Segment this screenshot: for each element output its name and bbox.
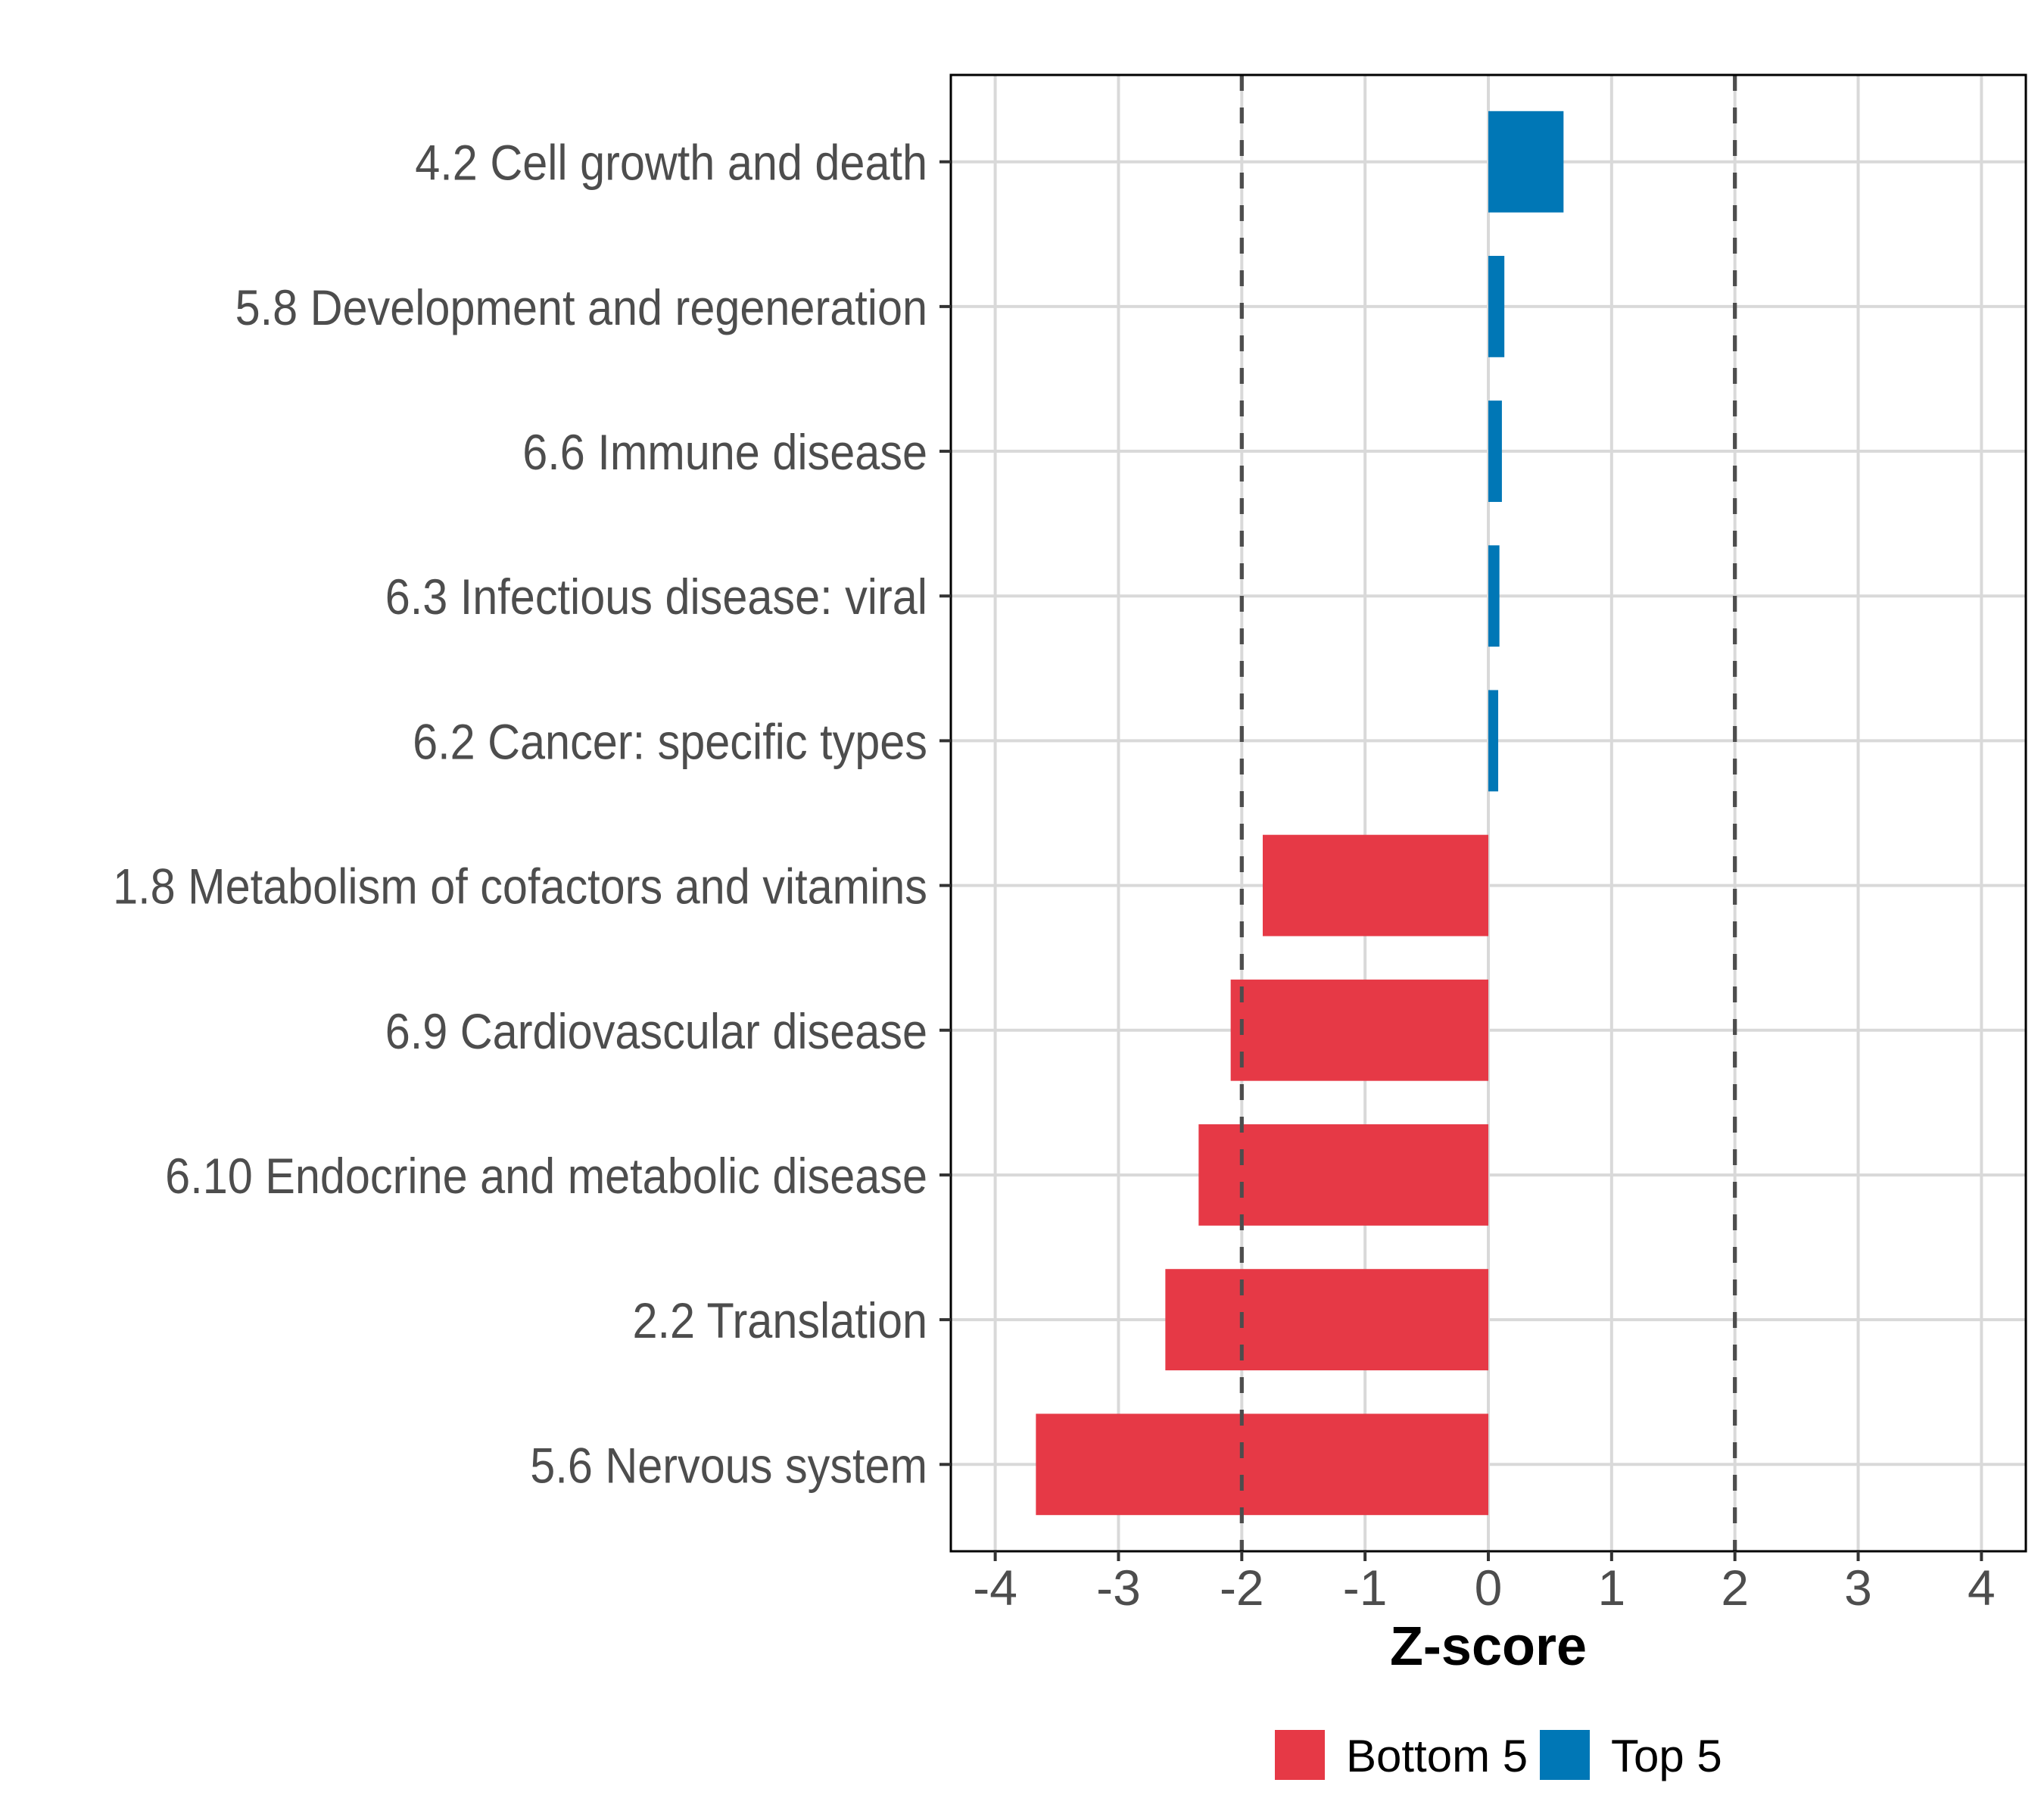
bars [1036,75,1737,1551]
y-tick-label: 6.10 Endocrine and metabolic disease [165,1148,927,1205]
x-tick-label: -2 [1220,1560,1264,1616]
y-tick-label: 4.2 Cell growth and death [415,136,927,192]
x-tick-label: 0 [1475,1560,1503,1616]
bar [1198,1124,1488,1226]
x-tick-label: 4 [1968,1560,1996,1616]
bar [1230,979,1488,1081]
bar [1488,400,1502,502]
legend-key [1540,1730,1590,1780]
bar [1488,545,1500,647]
y-tick-label: 5.8 Development and regeneration [235,280,927,336]
x-axis: -4 -3 -2 -1 0 1 2 3 4 [973,1551,1996,1616]
y-tick-label: 5.6 Nervous system [530,1438,927,1494]
x-tick-label: 2 [1721,1560,1749,1616]
y-axis: 4.2 Cell growth and death 5.8 Development… [113,136,951,1494]
legend-item-bottom-5: Bottom 5 [1275,1730,1528,1781]
x-tick-label: 3 [1844,1560,1872,1616]
x-tick-label: -3 [1096,1560,1141,1616]
y-tick-label: 2.2 Translation [632,1293,927,1349]
legend-label: Top 5 [1611,1731,1722,1781]
legend-item-top-5: Top 5 [1540,1730,1722,1781]
legend-key [1275,1730,1325,1780]
y-tick-label: 6.6 Immune disease [522,425,927,481]
legend-label: Bottom 5 [1346,1731,1528,1781]
x-tick-label: -1 [1343,1560,1388,1616]
x-axis-title: Z-score [1390,1616,1587,1677]
bar [1262,834,1488,937]
y-tick-label: 6.2 Cancer: specific types [413,715,927,771]
y-tick-label: 6.3 Infectious disease: viral [385,569,927,625]
x-tick-label: -4 [973,1560,1017,1616]
bar [1165,1269,1488,1371]
x-tick-label: 1 [1597,1560,1625,1616]
bar [1036,1413,1488,1516]
bar [1488,255,1505,357]
y-tick-label: 6.9 Cardiovascular disease [385,1004,927,1060]
y-tick-label: 1.8 Metabolism of cofactors and vitamins [113,859,927,915]
bar [1488,690,1499,792]
legend: Bottom 5 Top 5 [1275,1730,1722,1781]
bar [1488,111,1564,213]
